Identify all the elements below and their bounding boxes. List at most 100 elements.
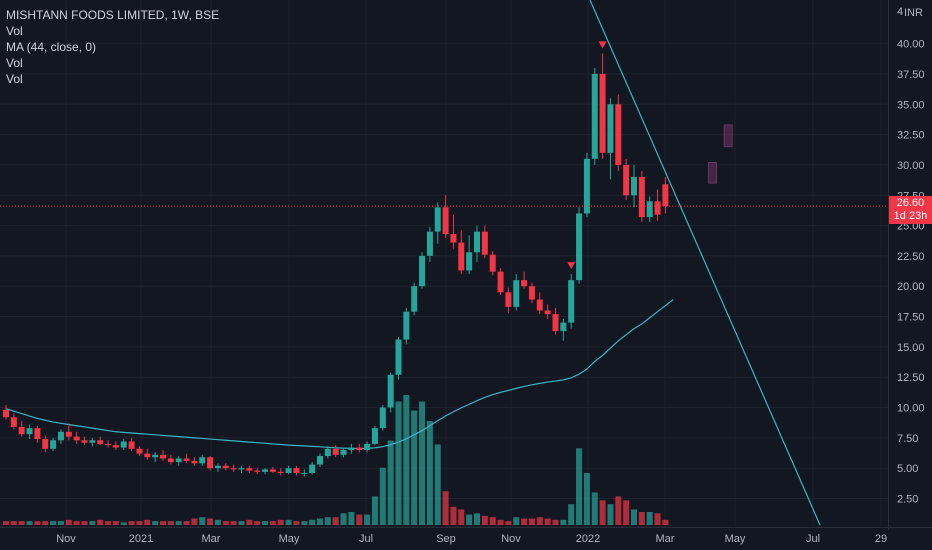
candle-body [662,184,669,207]
candle-body [536,299,543,311]
indicator-volume-2[interactable]: Vol [6,56,23,70]
candle-body [513,280,520,307]
candle-body [277,471,284,474]
x-tick-label: Nov [56,533,76,545]
y-tick-label: 20.00 [897,281,925,293]
candle-body [450,234,457,243]
volume-bar [599,500,606,525]
chart-grid [0,0,932,530]
volume-bar [285,519,292,525]
candle-body [576,213,583,281]
candle-body [489,254,496,272]
candle-body [521,280,528,287]
y-tick-label: 30.00 [897,160,925,172]
volume-bar [458,509,465,525]
volume-bar [560,519,567,525]
volume-bar [167,521,174,525]
candle-body [419,255,426,287]
volume-bar [528,518,535,525]
x-tick-label: May [725,533,746,545]
last-price-badge: 26.60 1d 23h [889,196,932,224]
indicator-volume-1[interactable]: Vol [6,24,23,38]
volume-bar [623,500,630,525]
x-tick-label: 29 [875,533,887,545]
candle-body [654,201,661,215]
volume-bar [301,521,308,525]
candle-body [638,177,645,218]
volume-bar [646,512,653,525]
volume-bar [505,521,512,525]
volume-bar [57,521,64,525]
candle-body [403,311,410,340]
volume-bar [10,521,17,525]
volume-bar [631,509,637,525]
candle-body [356,447,363,450]
indicator-ma[interactable]: MA (44, close, 0) [6,40,97,54]
volume-bar [269,521,276,525]
candle-body [623,164,630,196]
candle-body [207,457,214,469]
candle-body [395,339,402,375]
volume-bar [230,521,237,525]
candle-body [97,440,104,444]
volume-bar [277,519,284,525]
volume-bar [175,521,182,525]
candle-body [191,460,198,464]
volume-bar [466,514,473,525]
y-tick-label: 22.50 [897,251,925,263]
volume-bar [552,519,559,525]
candle-body [160,454,166,459]
y-tick-label: 40.00 [897,39,925,51]
price-axis[interactable]: 4 INR 2.50 5.00 7.50 10.00 12.50 15.00 17.50 20… [897,6,925,506]
volume-bar [112,521,119,525]
time-axis[interactable]: Nov 2021 Mar May Jul Sep Nov 2022 Mar May Jul 29 [56,533,887,545]
y-tick-label: 32.50 [897,130,925,142]
candle-body [615,104,622,165]
x-tick-label: Mar [202,533,221,545]
volume-bar [73,521,80,525]
volume-bar [18,521,25,525]
volume-bar [309,519,316,525]
candle-body [411,286,418,312]
currency-label: INR [904,7,923,19]
candle-body [105,443,112,446]
volume-bar [222,521,229,525]
volume-bar [481,515,488,525]
volume-bar [568,504,575,525]
projection-box [723,124,733,148]
volume-bar [26,521,33,525]
volume-bar [50,521,57,525]
y-tick-label: 15.00 [897,342,925,354]
candle-body [497,271,504,293]
candle-body [230,468,237,470]
candle-body [199,457,206,464]
volume-bar [489,517,496,525]
symbol-title[interactable]: MISHTANN FOODS LIMITED, 1W, BSE [6,8,220,22]
volume-bar [348,512,355,525]
candle-body [254,470,261,472]
trendline [589,0,821,526]
candle-body [599,73,606,153]
volume-bar [262,521,269,525]
candle-body [42,439,49,449]
candle-body [167,458,174,463]
candle-body [607,104,614,153]
volume-bar [152,521,159,525]
x-tick-label: Mar [656,533,675,545]
candle-body [481,231,488,255]
trend-line [589,0,821,526]
volume-bar [434,444,441,525]
candle-body [442,207,449,235]
volume-bar [607,504,614,525]
volume-bar [411,410,418,525]
candle-body [348,447,355,450]
volume-bar [576,448,583,525]
indicator-volume-3[interactable]: Vol [6,72,23,86]
volume-bar [191,518,198,525]
volume-bar [128,521,135,525]
x-tick-label: Jul [806,533,820,545]
volume-bar [371,496,378,525]
volume-bar [403,395,410,525]
candle-body [222,465,229,469]
